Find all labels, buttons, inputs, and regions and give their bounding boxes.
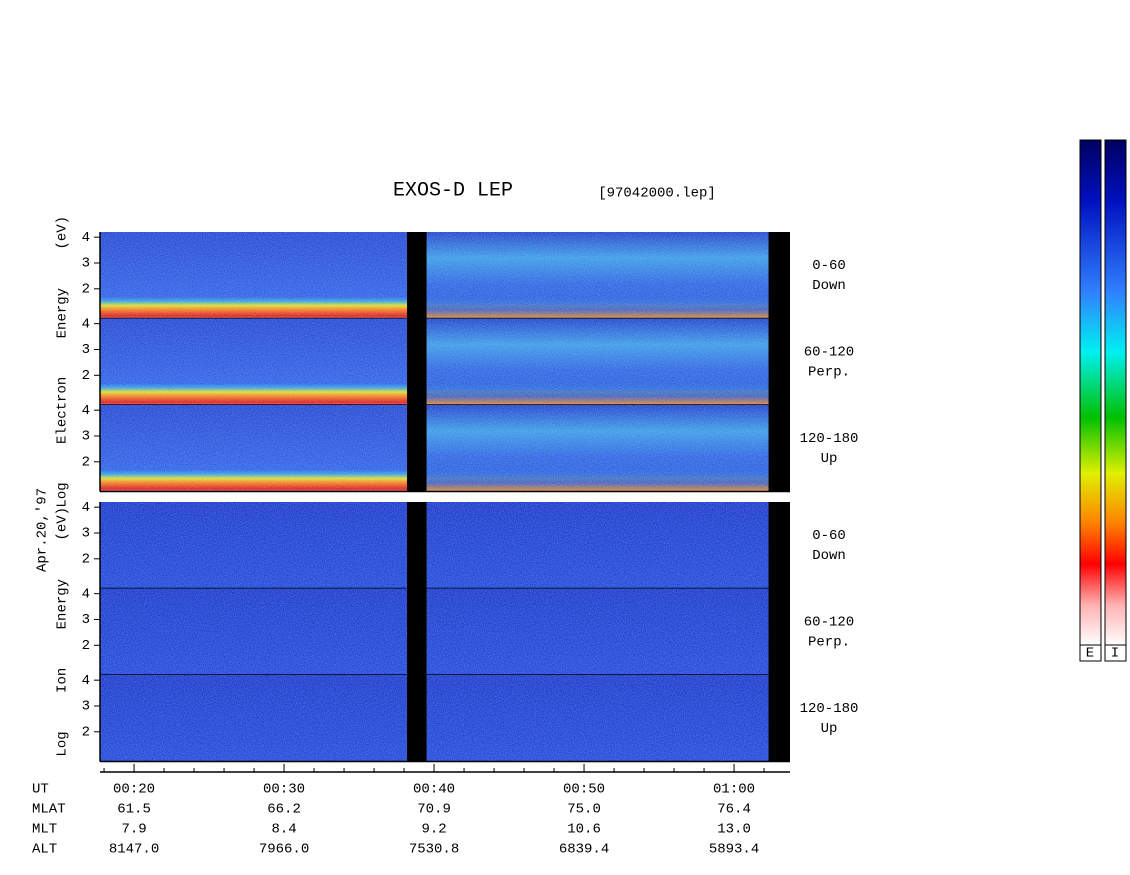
y-tick-label: 3 xyxy=(82,429,90,445)
y-tick-label: 4 xyxy=(82,316,90,332)
panel-label: 60-120 xyxy=(804,614,854,630)
data-gap xyxy=(407,318,427,405)
y-axis-label: Log Ion Energy (eV) xyxy=(55,507,71,757)
panel-label: 120-180 xyxy=(800,431,859,447)
panel-label: Up xyxy=(821,721,838,737)
y-tick-label: 4 xyxy=(82,673,90,689)
ephemeris-value: 8.4 xyxy=(271,822,296,838)
ephemeris-value: 61.5 xyxy=(117,802,151,818)
data-gap xyxy=(407,588,427,675)
y-tick-label: 2 xyxy=(82,725,90,741)
colorbar-box xyxy=(1079,644,1102,662)
x-axis-label: UT xyxy=(32,782,49,798)
ephemeris-name: MLT xyxy=(32,822,57,838)
ephemeris-value: 75.0 xyxy=(567,802,601,818)
file-name: [97042000.lep] xyxy=(598,186,716,202)
data-gap xyxy=(407,502,427,589)
spectrogram-texture xyxy=(100,588,790,675)
colorbar-label: E xyxy=(1086,646,1094,662)
ephemeris-value: 5893.4 xyxy=(709,842,759,858)
y-tick-label: 2 xyxy=(82,638,90,654)
x-tick-label: 00:50 xyxy=(563,782,605,798)
y-tick-label: 4 xyxy=(82,230,90,246)
y-tick-label: 3 xyxy=(82,342,90,358)
panel-label: Down xyxy=(812,278,846,294)
ephemeris-value: 8147.0 xyxy=(109,842,159,858)
colorbar-label: I xyxy=(1111,646,1119,662)
colorbar-box xyxy=(1104,644,1127,662)
ephemeris-name: ALT xyxy=(32,842,57,858)
colorbar xyxy=(1079,139,1102,646)
ephemeris-value: 7530.8 xyxy=(409,842,459,858)
y-tick-label: 3 xyxy=(82,699,90,715)
panel-label: Perp. xyxy=(808,364,850,380)
spectrogram-texture xyxy=(100,405,790,492)
panel-label: Up xyxy=(821,451,838,467)
y-tick-label: 4 xyxy=(82,586,90,602)
ephemeris-value: 10.6 xyxy=(567,822,601,838)
panel-label: 120-180 xyxy=(800,701,859,717)
x-tick-label: 01:00 xyxy=(713,782,755,798)
ephemeris-value: 70.9 xyxy=(417,802,451,818)
y-tick-label: 4 xyxy=(82,500,90,516)
y-tick-label: 2 xyxy=(82,282,90,298)
date: Apr.20,'97 xyxy=(35,488,51,572)
y-tick-label: 2 xyxy=(82,552,90,568)
ephemeris-name: MLAT xyxy=(32,802,66,818)
ephemeris-value: 7.9 xyxy=(121,822,146,838)
y-tick-label: 2 xyxy=(82,368,90,384)
ephemeris-value: 76.4 xyxy=(717,802,751,818)
x-tick-label: 00:30 xyxy=(263,782,305,798)
spectrogram-texture xyxy=(100,232,790,319)
ephemeris-value: 13.0 xyxy=(717,822,751,838)
y-tick-label: 3 xyxy=(82,612,90,628)
data-gap xyxy=(768,232,790,319)
y-tick-label: 3 xyxy=(82,256,90,272)
spectrogram-texture xyxy=(100,318,790,405)
data-gap xyxy=(768,405,790,492)
ephemeris-value: 7966.0 xyxy=(259,842,309,858)
data-gap xyxy=(407,675,427,762)
ephemeris-value: 66.2 xyxy=(267,802,301,818)
spectrogram-texture xyxy=(100,675,790,762)
data-gap xyxy=(768,318,790,405)
panel-label: Perp. xyxy=(808,634,850,650)
data-gap xyxy=(768,675,790,762)
y-tick-label: 3 xyxy=(82,526,90,542)
data-gap xyxy=(407,232,427,319)
ephemeris-value: 9.2 xyxy=(421,822,446,838)
x-tick-label: 00:40 xyxy=(413,782,455,798)
colorbar xyxy=(1104,139,1127,646)
panel-label: Down xyxy=(812,548,846,564)
y-axis-label: Log Electron Energy (eV) xyxy=(55,216,71,508)
y-tick-label: 2 xyxy=(82,455,90,471)
title: EXOS-D LEP xyxy=(393,179,513,202)
data-gap xyxy=(407,405,427,492)
x-tick-label: 00:20 xyxy=(113,782,155,798)
y-tick-label: 4 xyxy=(82,403,90,419)
data-gap xyxy=(768,502,790,589)
ephemeris-value: 6839.4 xyxy=(559,842,609,858)
panel-label: 0-60 xyxy=(812,528,846,544)
panel-label: 60-120 xyxy=(804,344,854,360)
panel-label: 0-60 xyxy=(812,258,846,274)
spectrogram-texture xyxy=(100,502,790,589)
data-gap xyxy=(768,588,790,675)
